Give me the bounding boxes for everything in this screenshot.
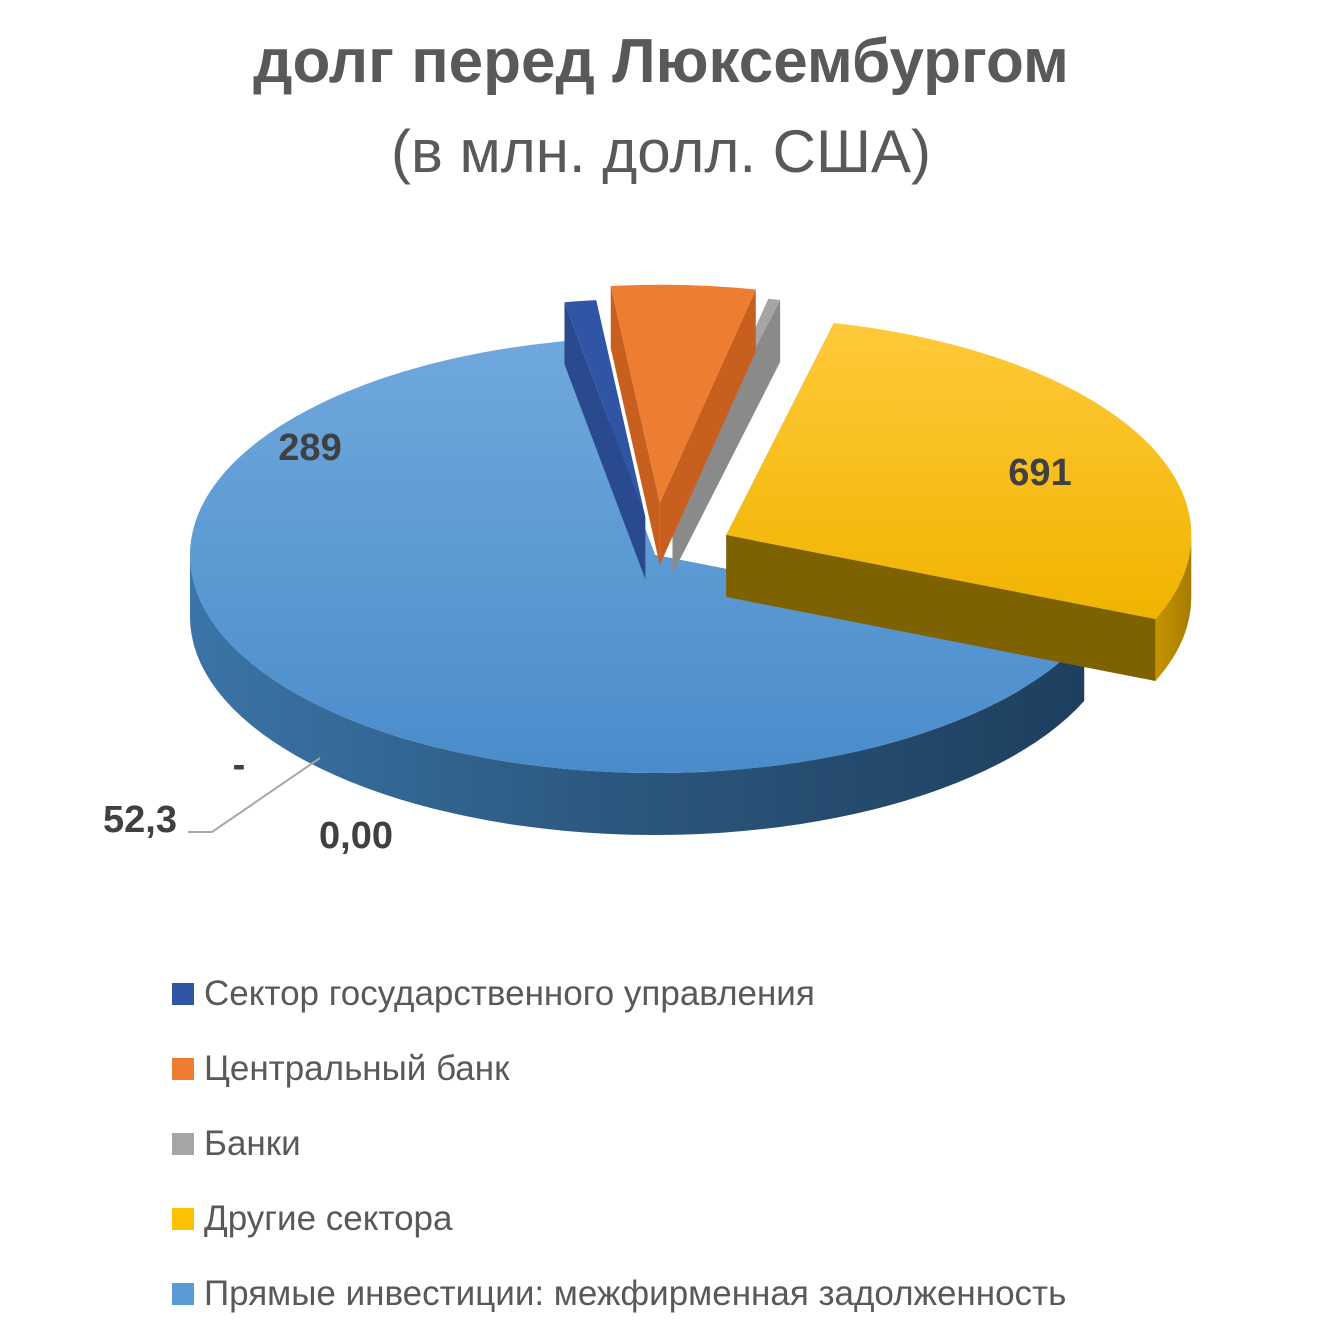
data-label: 52,3 [103,799,177,841]
slice-wall [564,302,646,579]
slice-top [610,284,756,503]
legend-swatch [172,1207,194,1230]
slice-wall [672,299,781,575]
data-label: 691 [1008,452,1071,494]
legend: Сектор государственного управления Центр… [172,956,1066,1331]
slice-wall [726,535,1156,681]
slice-side [190,555,1085,835]
slice-other-sectors [726,322,1192,681]
legend-item: Банки [172,1106,1066,1181]
legend-label: Центральный банк [204,1048,510,1088]
legend-swatch [172,1132,194,1155]
slice-wall [659,289,756,565]
legend-item: Другие сектора [172,1181,1066,1256]
data-label: 0,00 [319,815,393,857]
legend-swatch [172,982,194,1005]
leader-line [188,757,321,833]
legend-label: Сектор государственного управления [204,973,815,1013]
legend-swatch [172,1057,194,1080]
legend-swatch [172,1282,194,1305]
slice-top [726,322,1192,619]
chart-subtitle: (в млн. долл. США) [391,118,931,185]
legend-item: Сектор государственного управления [172,956,1066,1031]
slice-top [564,300,646,517]
slice-central-bank [610,284,756,565]
legend-item: Прямые инвестиции: межфирменная задолжен… [172,1256,1066,1331]
chart-title: долг перед Люксембургом [253,27,1069,96]
pie-chart: 0,00 52,3 - 289 691 [103,284,1192,857]
slice-wall [610,286,660,565]
slice-side [1155,535,1192,681]
slice-government [564,300,646,579]
legend-item: Центральный банк [172,1031,1066,1106]
data-label: 289 [278,427,341,469]
legend-label: Прямые инвестиции: межфирменная задолжен… [204,1273,1067,1313]
data-label: - [233,744,246,786]
legend-label: Банки [204,1123,301,1163]
legend-label: Другие сектора [204,1198,453,1238]
